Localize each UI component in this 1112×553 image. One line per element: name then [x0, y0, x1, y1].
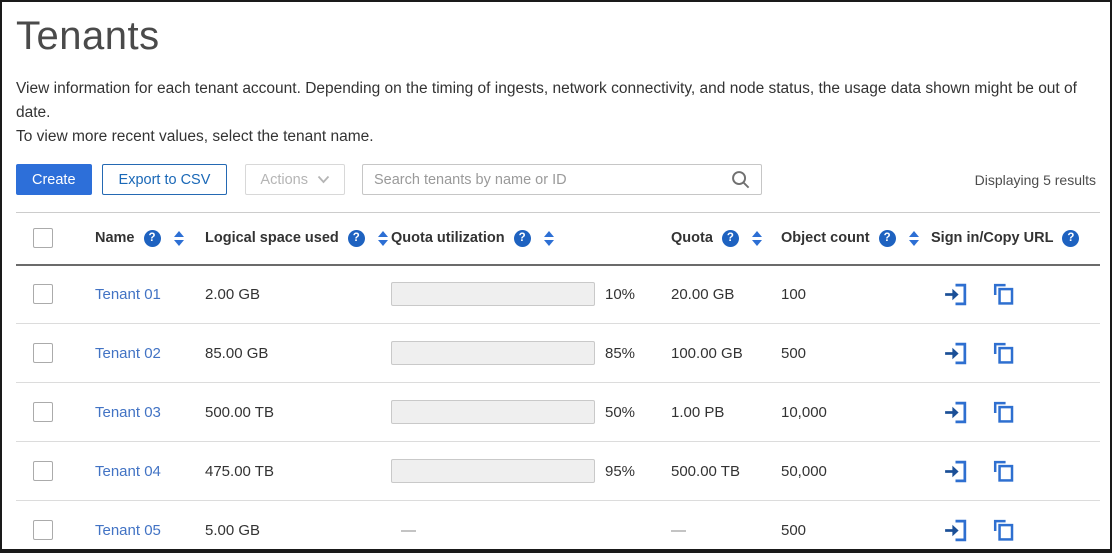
copy-url-icon[interactable]	[990, 340, 1017, 367]
table-header-row: Name ? Logical space used ? Quota utiliz…	[16, 212, 1100, 266]
quota-value: —	[656, 500, 766, 549]
row-checkbox[interactable]	[33, 520, 53, 540]
sort-icon[interactable]	[173, 230, 184, 246]
column-header-quota: Quota	[671, 230, 713, 247]
search-icon[interactable]	[730, 169, 751, 195]
quota-value: 100.00 GB	[656, 323, 766, 383]
actions-dropdown-label: Actions	[260, 171, 308, 188]
quota-utilization-percent: 50%	[605, 403, 636, 421]
logical-space-used-value: 5.00 GB	[190, 500, 376, 549]
column-header-quota-utilization: Quota utilization	[391, 230, 505, 247]
sign-in-icon[interactable]	[942, 517, 969, 544]
quota-utilization-bar	[391, 282, 595, 307]
object-count-value: 100	[766, 264, 916, 324]
quota-utilization-bar	[391, 341, 595, 365]
page-title: Tenants	[16, 14, 160, 58]
tenant-link[interactable]: Tenant 05	[95, 521, 161, 539]
object-count-value: 500	[766, 323, 916, 383]
select-all-checkbox[interactable]	[33, 228, 53, 249]
actions-dropdown[interactable]: Actions	[245, 164, 345, 195]
quota-value: 500.00 TB	[656, 441, 766, 501]
quota-utilization-percent: 85%	[605, 344, 636, 362]
row-checkbox[interactable]	[33, 461, 53, 481]
quota-value: 20.00 GB	[656, 264, 766, 324]
sort-icon[interactable]	[751, 230, 762, 246]
tenants-table: Name ? Logical space used ? Quota utiliz…	[16, 212, 1100, 549]
sign-in-icon[interactable]	[942, 281, 969, 308]
help-icon[interactable]: ?	[347, 229, 365, 247]
quota-utilization-bar	[391, 459, 595, 483]
column-header-signin-copy-url: Sign in/Copy URL	[931, 230, 1054, 247]
help-icon[interactable]: ?	[1062, 229, 1080, 247]
results-count: Displaying 5 results	[974, 171, 1096, 188]
logical-space-used-value: 500.00 TB	[190, 382, 376, 442]
logical-space-used-value: 2.00 GB	[190, 264, 376, 324]
logical-space-used-value: 85.00 GB	[190, 323, 376, 383]
copy-url-icon[interactable]	[990, 458, 1017, 485]
page-description-line1: View information for each tenant account…	[16, 80, 1077, 121]
copy-url-icon[interactable]	[990, 399, 1017, 426]
logical-space-used-value: 475.00 TB	[190, 441, 376, 501]
copy-url-icon[interactable]	[990, 281, 1017, 308]
table-row: Tenant 02 85.00 GB 85% 100.00 GB 500	[16, 323, 1100, 383]
row-checkbox[interactable]	[33, 402, 53, 422]
copy-url-icon[interactable]	[990, 517, 1017, 544]
column-header-object-count: Object count	[781, 230, 870, 247]
tenant-link[interactable]: Tenant 02	[95, 344, 161, 362]
tenant-link[interactable]: Tenant 04	[95, 462, 161, 480]
object-count-value: 500	[766, 500, 916, 549]
table-row: Tenant 01 2.00 GB 10% 20.00 GB 100	[16, 264, 1100, 324]
search-box	[361, 164, 762, 195]
quota-utilization-percent: 10%	[605, 285, 636, 303]
export-csv-button[interactable]: Export to CSV	[101, 164, 228, 195]
help-icon[interactable]: ?	[513, 229, 531, 247]
row-checkbox[interactable]	[33, 284, 53, 305]
quota-utilization-percent: 95%	[605, 462, 636, 480]
tenant-link[interactable]: Tenant 03	[95, 403, 161, 421]
object-count-value: 50,000	[766, 441, 916, 501]
column-header-name: Name	[95, 230, 135, 247]
sign-in-icon[interactable]	[942, 458, 969, 485]
create-button[interactable]: Create	[16, 164, 92, 195]
page-description-line2: To view more recent values, select the t…	[16, 128, 374, 145]
sort-icon[interactable]	[908, 230, 919, 246]
column-header-logical-space: Logical space used	[205, 230, 339, 247]
table-row: Tenant 05 5.00 GB — — 500	[16, 500, 1100, 549]
table-row: Tenant 04 475.00 TB 95% 500.00 TB 50,000	[16, 441, 1100, 501]
help-icon[interactable]: ?	[721, 229, 739, 247]
quota-utilization-percent: —	[401, 521, 416, 539]
table-row: Tenant 03 500.00 TB 50% 1.00 PB 10,000	[16, 382, 1100, 442]
search-input[interactable]	[361, 164, 762, 195]
sort-icon[interactable]	[377, 230, 388, 246]
chevron-down-icon	[317, 175, 330, 184]
page-description: View information for each tenant account…	[16, 77, 1096, 149]
row-checkbox[interactable]	[33, 343, 53, 363]
sort-icon[interactable]	[543, 230, 554, 246]
quota-value: 1.00 PB	[656, 382, 766, 442]
tenant-link[interactable]: Tenant 01	[95, 285, 161, 303]
sign-in-icon[interactable]	[942, 340, 969, 367]
object-count-value: 10,000	[766, 382, 916, 442]
sign-in-icon[interactable]	[942, 399, 969, 426]
toolbar: Create Export to CSV Actions Displaying …	[16, 164, 1096, 195]
help-icon[interactable]: ?	[143, 229, 161, 247]
quota-utilization-bar	[391, 400, 595, 424]
help-icon[interactable]: ?	[878, 229, 896, 247]
